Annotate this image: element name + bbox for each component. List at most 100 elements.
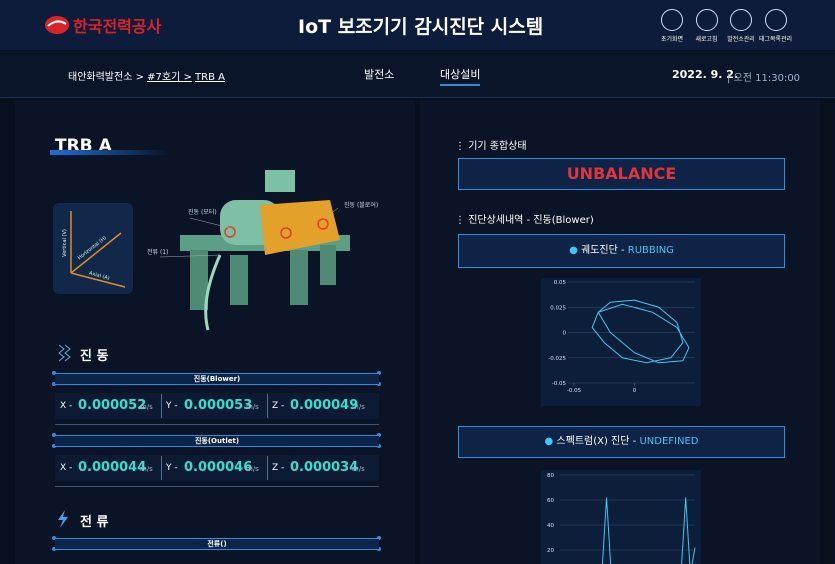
reading-unit: m/s [352, 403, 365, 411]
diag-result: UNDEFINED [639, 436, 699, 447]
panel-line [55, 373, 379, 374]
reading-value: 0.000046 [184, 460, 253, 475]
panel-dot [52, 433, 56, 437]
section-title: 전 류 [80, 515, 109, 530]
y-tick-label: 40 [547, 523, 554, 529]
detail-title: ⋮ 진단상세내역 - 진동(Blower) [455, 215, 594, 226]
spectrum-box: ● 스펙트럼(X) 진단 - UNDEFINED [458, 426, 785, 458]
callout: 진동 (블로어) [344, 201, 378, 209]
y-tick-label: 60 [547, 498, 554, 504]
header-button-label[interactable]: 새로고침 [695, 36, 718, 43]
status-title-text: 기기 종합상태 [468, 141, 527, 152]
panel-line [55, 435, 379, 436]
panel-dot [377, 536, 381, 540]
y-tick-label: 0.05 [554, 280, 567, 286]
reading-label: Z - [272, 401, 285, 411]
orbit-chart: 0.05 0.025 0 -0.025 -0.05-0.05 0 [541, 278, 701, 406]
panel-line [55, 538, 379, 539]
reading-divider [161, 456, 162, 480]
y-tick-label: 80 [547, 473, 554, 479]
diag-result: RUBBING [627, 245, 674, 256]
reading-divider [161, 394, 162, 418]
reading-unit: m/s [140, 403, 153, 411]
app-title: IoT 보조기기 감시진단 시스템 [298, 16, 544, 38]
header-button-icon[interactable] [661, 9, 683, 31]
orbit-box: ● 궤도진단 - RUBBING [458, 234, 785, 268]
breadcrumb: 태안화력발전소 > #7호기 > TRB A [68, 68, 225, 83]
panel-title: 진동(Blower) [55, 374, 379, 384]
panel-bottom [55, 424, 379, 425]
x-tick-label: 0 [633, 388, 637, 394]
reading-unit: m/s [246, 465, 259, 473]
reading-unit: m/s [352, 465, 365, 473]
name-underline [50, 150, 170, 155]
y-tick-label: -0.025 [548, 356, 566, 362]
panel-dot [377, 433, 381, 437]
diag-label: 스펙트럼(X) 진단 - [556, 436, 637, 447]
y-tick-label: 0 [563, 331, 567, 337]
nav-bar: 태안화력발전소 > #7호기 > TRB A 발전소 대상설비 2022. 9.… [0, 51, 835, 98]
panel-line [55, 384, 379, 385]
panel-line [55, 549, 379, 550]
diag-label: 궤도진단 - [580, 245, 625, 256]
header-button-label[interactable]: 초기화면 [660, 36, 684, 43]
panel-title: 진동(Outlet) [55, 436, 379, 446]
time: | 오전 11:30:00 [727, 73, 801, 84]
panel-dot [377, 547, 381, 551]
current-icon [58, 510, 68, 528]
y-tick-label: 0.025 [550, 305, 566, 311]
reading-label: Y - [166, 401, 178, 411]
reading-label: X - [60, 463, 73, 473]
panel-line [55, 446, 379, 447]
header-button-icon[interactable] [764, 9, 787, 31]
logo-icon [45, 16, 69, 34]
status-value: UNBALANCE [458, 158, 785, 190]
logo: 한국전력공사 [73, 17, 162, 36]
axis-label: Vertical (V) [62, 229, 68, 257]
header-button-label[interactable]: 발전소관리 [727, 36, 755, 43]
detail-title-text: 진단상세내역 - 진동(Blower) [468, 215, 594, 226]
reading-label: X - [60, 401, 73, 411]
y-tick-label: -0.05 [552, 381, 567, 387]
reading-divider [267, 394, 268, 418]
reading-unit: m/s [140, 465, 153, 473]
panel-title: 전류() [55, 539, 379, 549]
reading-row [55, 393, 379, 419]
panel-dot [52, 547, 56, 551]
tab-active[interactable]: 대상설비 [440, 66, 481, 86]
callout: 전류 (1) [147, 248, 168, 256]
reading-divider [267, 456, 268, 480]
x-tick-label: -0.05 [567, 388, 582, 394]
crumb[interactable]: #7호기 > [147, 72, 192, 83]
date: 2022. 9. 2. [672, 68, 739, 81]
reading-label: Z - [272, 463, 285, 473]
panel-dot [52, 371, 56, 375]
panel-bottom [55, 486, 379, 487]
vibration-icon [58, 344, 71, 362]
data-line [591, 299, 690, 364]
axis-diagram: Vertical (V) Horizontal (H) Axial (A) [53, 203, 133, 294]
tab[interactable]: 발전소 [364, 68, 395, 81]
reading-value: 0.000053 [184, 398, 253, 413]
crumb[interactable]: 태안화력발전소 > [68, 72, 144, 83]
reading-value: 0.000044 [78, 460, 147, 475]
panel-dot [52, 536, 56, 540]
panel-dot [52, 382, 56, 386]
reading-unit: m/s [246, 403, 259, 411]
crumb[interactable]: TRB A [195, 72, 225, 83]
axis-label: Axial (A) [88, 270, 110, 281]
callout: 진동 (모터) [188, 208, 217, 216]
header-button-label[interactable]: 태그목록관리 [758, 36, 793, 43]
header-button-icon[interactable] [695, 9, 718, 31]
section-title: 진 동 [80, 349, 109, 364]
status-title: ⋮ 기기 종합상태 [455, 141, 527, 152]
header: 한국전력공사 IoT 보조기기 감시진단 시스템 [0, 0, 835, 50]
panel-dot [377, 444, 381, 448]
reading-value: 0.000034 [290, 460, 359, 475]
reading-row [55, 455, 379, 481]
panel-dot [52, 444, 56, 448]
panel-dot [377, 371, 381, 375]
reading-label: Y - [166, 463, 178, 473]
header-button-icon[interactable] [730, 9, 752, 31]
